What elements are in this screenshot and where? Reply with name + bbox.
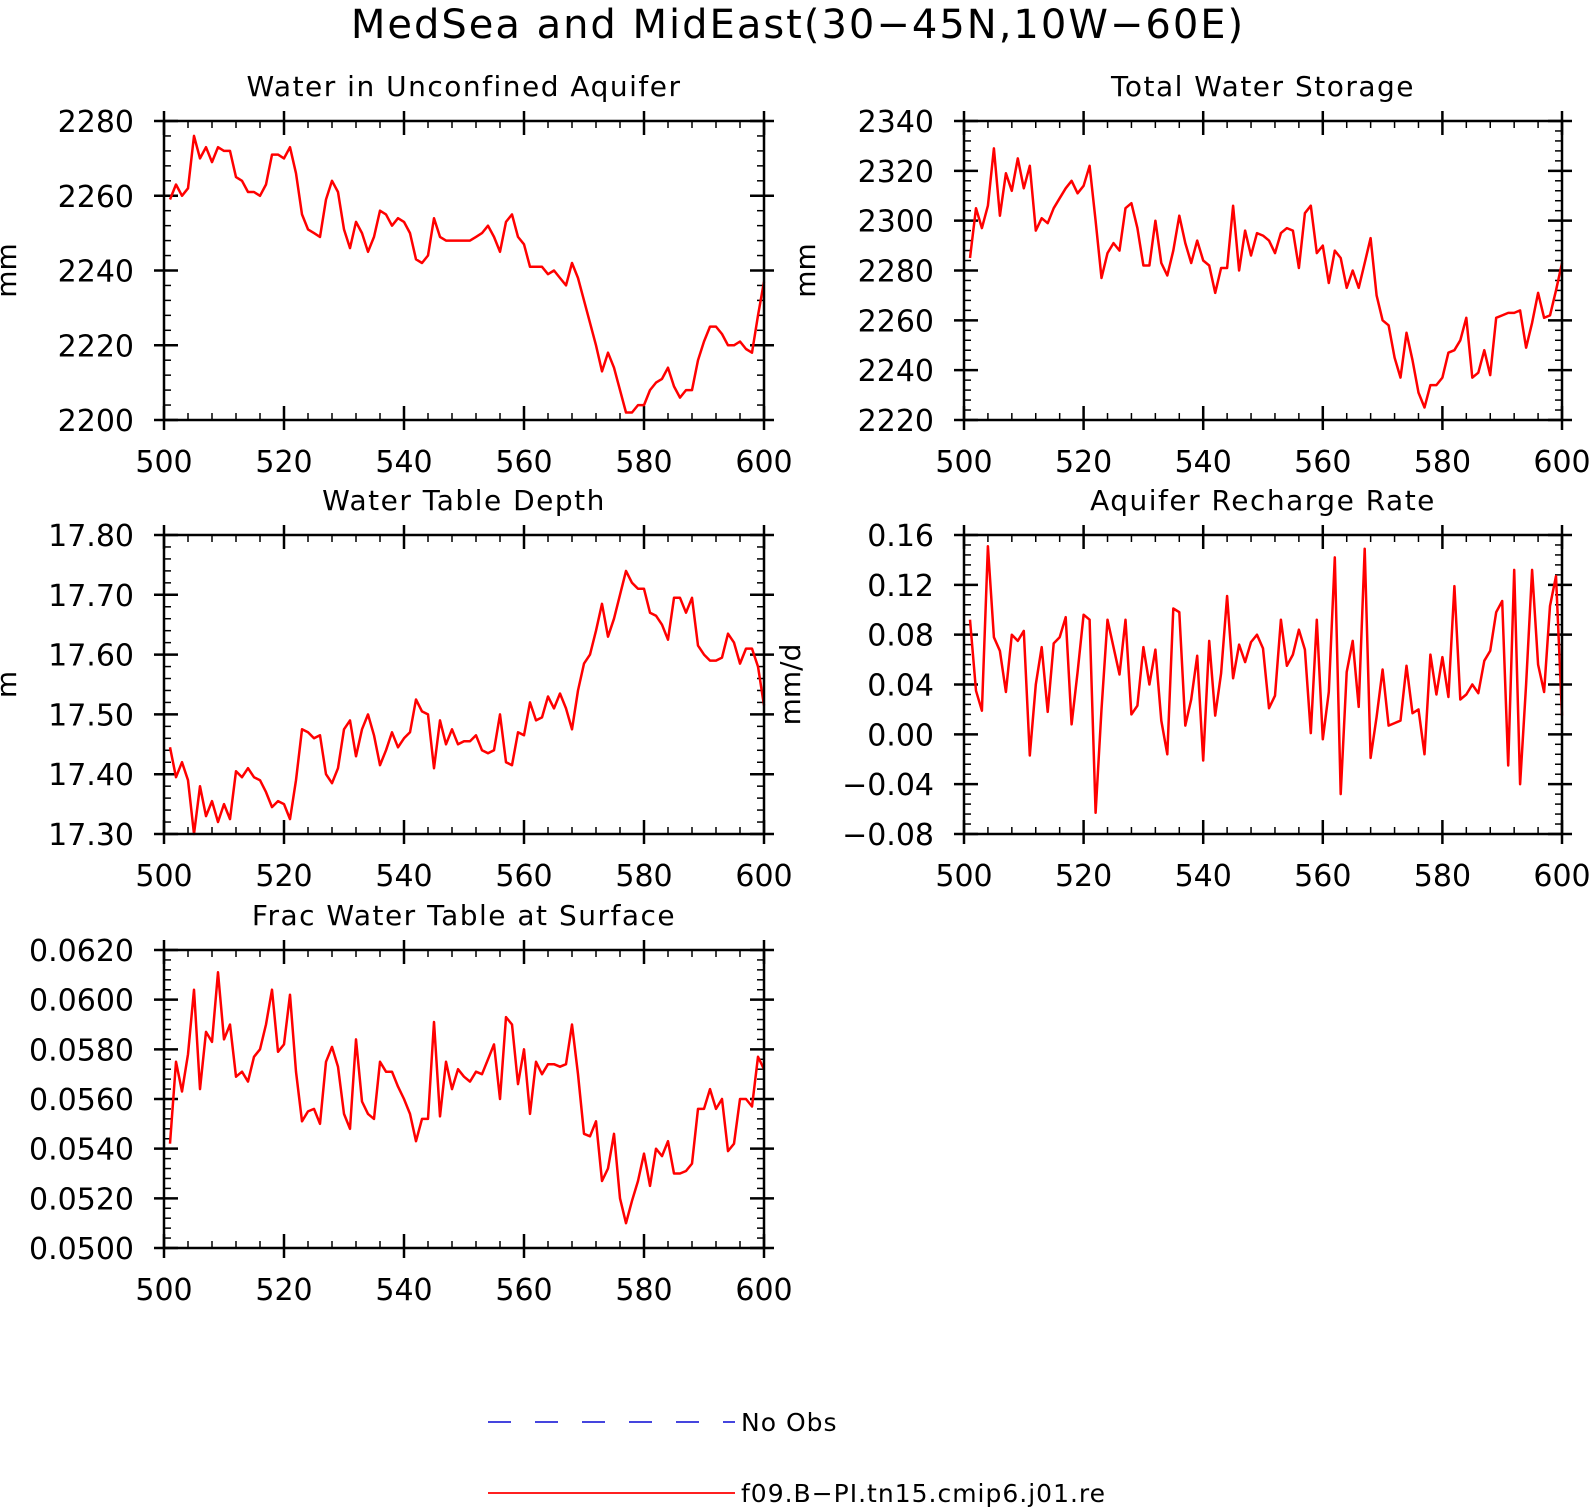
series-line (968, 147, 1564, 409)
y-tick-label: 2280 (858, 255, 934, 290)
legend: No Obs f09.B−PI.tn15.cmip6.j01.re (488, 1408, 1106, 1508)
legend-entry: f09.B−PI.tn15.cmip6.j01.re (488, 1479, 1106, 1508)
panel-title: Aquifer Recharge Rate (1090, 484, 1436, 517)
y-tick-label: 0.0600 (29, 984, 134, 1019)
y-tick-label: 2260 (58, 180, 134, 215)
y-tick-label: −0.04 (842, 768, 934, 803)
y-tick-label: 2340 (858, 105, 934, 140)
x-tick-label: 520 (1055, 445, 1112, 480)
y-tick-label: 17.80 (48, 519, 134, 554)
y-tick-label: 2320 (858, 155, 934, 190)
plot-frame (162, 119, 766, 422)
x-tick-label: 500 (935, 445, 992, 480)
x-tick-label: 560 (1294, 859, 1351, 894)
x-tick-label: 500 (935, 859, 992, 894)
panel-title: Water Table Depth (322, 484, 606, 517)
y-tick-label: 2240 (58, 255, 134, 290)
x-tick-label: 600 (735, 859, 792, 894)
plot-frame (962, 119, 1564, 422)
panel-title: Frac Water Table at Surface (252, 899, 676, 932)
y-tick-label: 17.70 (48, 579, 134, 614)
y-tick-label: 2220 (58, 329, 134, 364)
x-tick-label: 540 (1175, 859, 1232, 894)
y-tick-label: 0.12 (867, 569, 934, 604)
plot-frame (962, 533, 1564, 836)
plot-frame (162, 948, 766, 1250)
panel-title: Water in Unconfined Aquifer (247, 70, 682, 103)
x-tick-label: 540 (1175, 445, 1232, 480)
y-tick-label: 17.50 (48, 698, 134, 733)
x-tick-label: 580 (615, 859, 672, 894)
x-tick-label: 520 (255, 1273, 312, 1308)
panel-3: Water Table Depth m 500 520 540 560 580 600 17.3… (0, 484, 793, 894)
y-axis-label: mm (0, 243, 23, 298)
y-tick-label: 0.0560 (29, 1083, 134, 1118)
y-tick-label: 17.30 (48, 818, 134, 853)
y-tick-label: 0.0580 (29, 1033, 134, 1068)
x-tick-label: 500 (135, 445, 192, 480)
series-line (168, 971, 766, 1225)
x-tick-label: 500 (135, 859, 192, 894)
y-tick-label: 2260 (858, 304, 934, 339)
legend-entry: No Obs (488, 1408, 838, 1437)
figure-title: MedSea and MidEast(30−45N,10W−60E) (351, 2, 1245, 48)
plot-frame (162, 533, 766, 836)
x-tick-label: 580 (1414, 859, 1471, 894)
panels: Water in Unconfined Aquifer mm 500 520 540 56… (0, 70, 1591, 1308)
x-tick-label: 600 (1533, 445, 1590, 480)
y-tick-label: 2200 (58, 404, 134, 439)
series-line (968, 544, 1564, 815)
minor-ticks (163, 120, 765, 421)
y-tick-label: 0.08 (867, 619, 934, 654)
x-tick-label: 520 (1055, 859, 1112, 894)
x-tick-label: 560 (495, 859, 552, 894)
x-tick-label: 500 (135, 1273, 192, 1308)
panel-1: Water in Unconfined Aquifer mm 500 520 540 56… (0, 70, 793, 480)
y-tick-label: 17.40 (48, 758, 134, 793)
x-tick-label: 580 (1414, 445, 1471, 480)
x-tick-label: 600 (1533, 859, 1590, 894)
y-tick-label: 0.16 (867, 519, 934, 554)
y-tick-label: 2240 (858, 354, 934, 389)
x-tick-label: 540 (375, 445, 432, 480)
y-tick-label: 17.60 (48, 639, 134, 674)
panel-5: Frac Water Table at Surface 500 520 540 560 5… (29, 899, 793, 1308)
y-tick-label: 0.0620 (29, 934, 134, 969)
legend-label: No Obs (741, 1408, 838, 1437)
y-tick-label: 0.0520 (29, 1182, 134, 1217)
x-tick-label: 560 (495, 445, 552, 480)
x-tick-label: 520 (255, 445, 312, 480)
y-tick-label: 2220 (858, 404, 934, 439)
y-axis-label: mm (789, 243, 822, 298)
x-tick-label: 600 (735, 445, 792, 480)
y-tick-label: 2300 (858, 205, 934, 240)
y-tick-label: −0.08 (842, 818, 934, 853)
minor-ticks (163, 534, 765, 835)
panel-title: Total Water Storage (1110, 70, 1415, 103)
y-axis-label: m (0, 671, 23, 698)
x-tick-label: 520 (255, 859, 312, 894)
series-line (168, 569, 766, 836)
y-tick-label: 0.00 (867, 718, 934, 753)
minor-ticks (163, 949, 765, 1249)
x-tick-label: 540 (375, 859, 432, 894)
x-tick-label: 560 (495, 1273, 552, 1308)
y-tick-label: 0.0540 (29, 1133, 134, 1168)
y-axis-label: mm/d (774, 644, 807, 726)
x-tick-label: 580 (615, 1273, 672, 1308)
series-line (168, 134, 766, 414)
y-tick-label: 0.04 (867, 669, 934, 704)
panel-4: Aquifer Recharge Rate mm/d 500 520 540 560 580… (774, 484, 1591, 894)
x-tick-label: 580 (615, 445, 672, 480)
x-tick-label: 560 (1294, 445, 1351, 480)
panel-2: Total Water Storage mm 500 520 540 560 580 600 2… (789, 70, 1591, 480)
x-tick-label: 540 (375, 1273, 432, 1308)
y-tick-label: 2280 (58, 105, 134, 140)
legend-label: f09.B−PI.tn15.cmip6.j01.re (741, 1479, 1106, 1508)
y-tick-label: 0.0500 (29, 1232, 134, 1267)
x-tick-label: 600 (735, 1273, 792, 1308)
